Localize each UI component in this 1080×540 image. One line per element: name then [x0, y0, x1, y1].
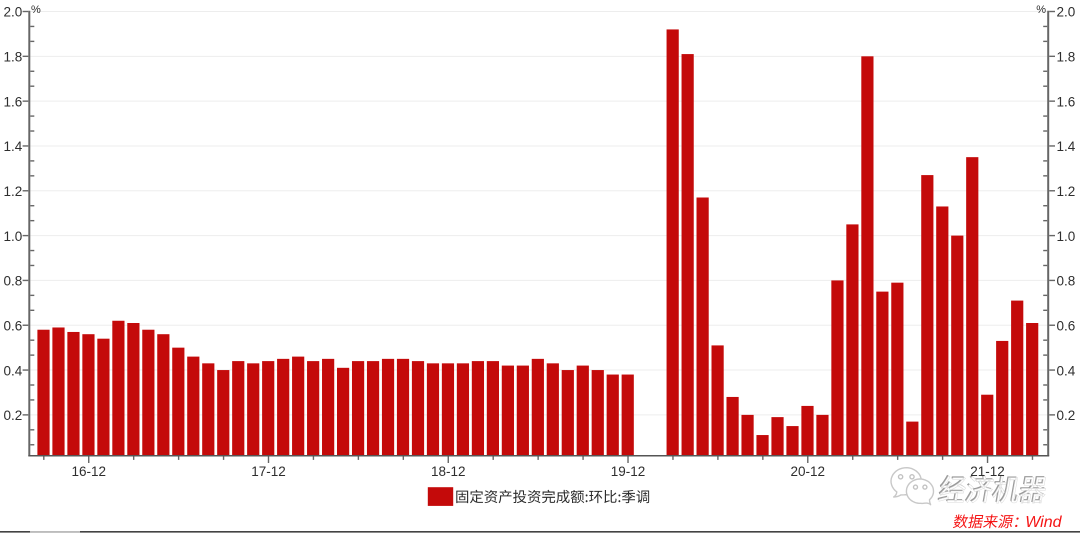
svg-text:2.0: 2.0 [4, 5, 23, 20]
svg-text:18-12: 18-12 [431, 464, 466, 479]
svg-text:16-12: 16-12 [71, 464, 106, 479]
svg-text:1.6: 1.6 [4, 94, 23, 109]
svg-text:1.6: 1.6 [1057, 94, 1076, 109]
svg-text:1.8: 1.8 [4, 50, 23, 65]
svg-text:0.6: 0.6 [4, 318, 23, 333]
svg-text:Wind: Wind [1025, 514, 1062, 531]
svg-text:%: % [1036, 4, 1046, 16]
svg-text:0.6: 0.6 [1057, 318, 1076, 333]
svg-text:19-12: 19-12 [611, 464, 646, 479]
svg-text:1.8: 1.8 [1057, 50, 1076, 65]
svg-text:0.4: 0.4 [1057, 363, 1076, 378]
svg-text:0.8: 0.8 [1057, 274, 1076, 289]
svg-text:21-12: 21-12 [970, 464, 1005, 479]
svg-text:17-12: 17-12 [251, 464, 286, 479]
svg-text:0.2: 0.2 [1057, 408, 1076, 423]
svg-text:1.0: 1.0 [1057, 229, 1076, 244]
svg-text:1.4: 1.4 [4, 139, 23, 154]
svg-text:%: % [31, 4, 41, 16]
svg-text:20-12: 20-12 [791, 464, 826, 479]
svg-text:0.4: 0.4 [4, 363, 23, 378]
svg-text:0.2: 0.2 [4, 408, 23, 423]
svg-text:1.2: 1.2 [4, 184, 23, 199]
svg-text:0.8: 0.8 [4, 274, 23, 289]
svg-text:1.0: 1.0 [4, 229, 23, 244]
svg-text:1.4: 1.4 [1057, 139, 1076, 154]
svg-text:1.2: 1.2 [1057, 184, 1076, 199]
svg-text:2.0: 2.0 [1057, 5, 1076, 20]
